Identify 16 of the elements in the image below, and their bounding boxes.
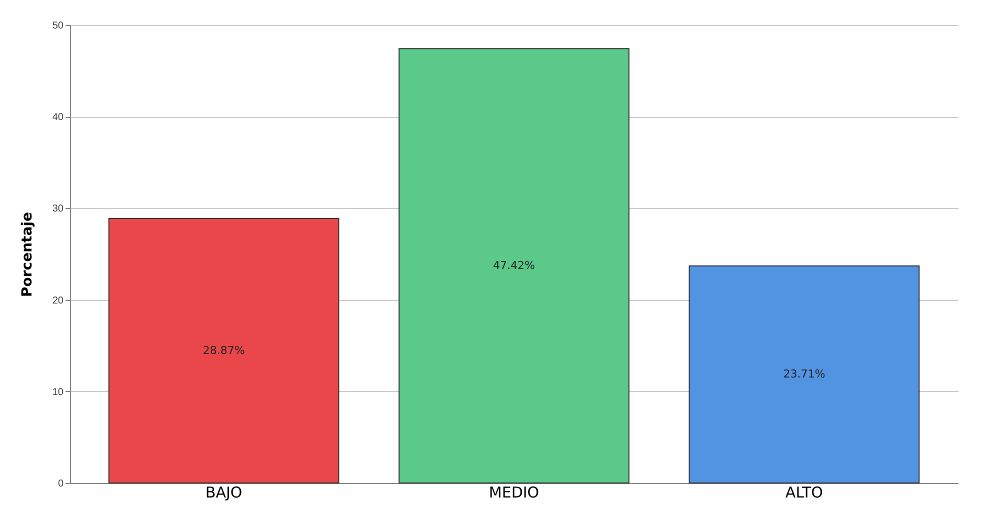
data-label: 23.71% [783,367,826,380]
y-tick-label: 40 [52,112,64,124]
x-tick-label: ALTO [785,484,823,502]
y-tick-label: 0 [58,478,64,490]
y-tick-label: 50 [52,20,64,32]
x-tick-label: MEDIO [488,484,540,502]
x-tick-label: BAJO [205,484,242,502]
bar [398,48,630,484]
bar [688,265,920,484]
y-tick-label: 20 [52,295,64,306]
y-axis-title: Porcentaje [19,212,36,297]
y-tick-label: 30 [52,204,64,215]
data-label: 47.42% [493,258,535,272]
bar [108,218,340,484]
y-tick-label: 10 [52,386,64,398]
data-label: 28.87% [202,344,245,357]
